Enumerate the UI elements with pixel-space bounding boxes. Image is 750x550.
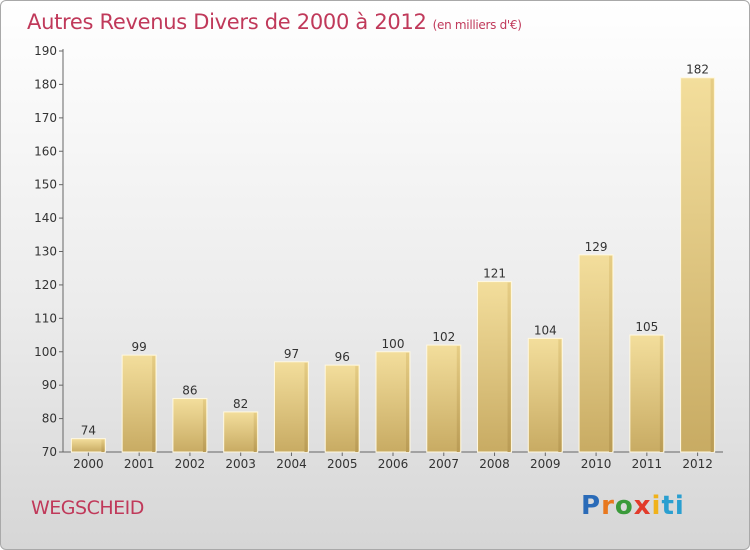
x-tick-label: 2008 — [479, 457, 510, 471]
logo-letter: r — [601, 491, 615, 521]
data-label: 102 — [432, 330, 455, 344]
bar-2007 — [426, 344, 462, 453]
bar-2012 — [680, 77, 716, 453]
proxiti-logo: Proxiti — [581, 491, 685, 521]
chart-axes: 70 80 90 100 110 120 130 140 150 160 170 180 190 2000… — [34, 44, 723, 471]
y-tick-label: 80 — [42, 412, 57, 426]
x-tick-label: 2004 — [276, 457, 307, 471]
bar-shade — [710, 78, 714, 452]
bar-shade — [152, 356, 156, 452]
x-tick-label: 2007 — [428, 457, 459, 471]
bar-shade — [101, 439, 105, 452]
y-tick-label: 170 — [34, 111, 57, 125]
x-tick-label: 2006 — [378, 457, 409, 471]
data-label: 74 — [81, 424, 96, 438]
data-label: 129 — [585, 240, 608, 254]
bar-2005 — [324, 364, 360, 453]
logo-letter: o — [614, 491, 634, 521]
logo-letter: P — [581, 491, 602, 521]
bar-shade — [609, 255, 613, 452]
bar-2011 — [629, 334, 665, 453]
x-tick-label: 2001 — [124, 457, 155, 471]
bar-2008 — [477, 281, 513, 453]
chart-bars — [70, 77, 716, 453]
bar-shade — [406, 352, 409, 452]
x-tick-label: 2003 — [225, 457, 256, 471]
logo-letter: x — [633, 491, 652, 521]
y-tick-label: 150 — [34, 178, 57, 192]
chart-subtitle: (en milliers d'€) — [432, 18, 522, 32]
bar-2000 — [70, 438, 106, 453]
x-tick-label: 2005 — [327, 457, 358, 471]
bar-shade — [659, 336, 663, 452]
chart-data-labels: 74 99 86 82 97 96 100 102 121 104 129 105 182 — [81, 63, 709, 438]
data-label: 100 — [382, 337, 405, 351]
data-label: 105 — [635, 320, 658, 334]
data-label: 182 — [686, 63, 709, 77]
x-tick-label: 2000 — [73, 457, 104, 471]
x-tick-label: 2009 — [530, 457, 561, 471]
y-tick-label: 70 — [42, 445, 57, 459]
bar-shade — [507, 282, 511, 452]
y-tick-label: 110 — [34, 311, 57, 325]
data-label: 99 — [132, 340, 147, 354]
logo-letter: i — [651, 491, 662, 521]
bar-2010 — [578, 254, 614, 453]
bar-shade — [304, 362, 308, 452]
place-name: WEGSCHEID — [31, 497, 144, 519]
y-tick-label: 130 — [34, 245, 57, 259]
bar-shade — [355, 366, 359, 452]
data-label: 104 — [534, 323, 557, 337]
y-tick-label: 100 — [34, 345, 57, 359]
bar-shade — [558, 339, 562, 452]
bar-shade — [202, 399, 206, 452]
bar-2006 — [375, 351, 411, 453]
chart-title-text: Autres Revenus Divers de 2000 à 2012 — [27, 10, 427, 34]
bar-2003 — [223, 411, 259, 453]
bar-2002 — [172, 398, 208, 453]
y-tick-label: 190 — [34, 44, 57, 58]
bar-shade — [253, 412, 257, 452]
x-tick-label: 2011 — [632, 457, 663, 471]
data-label: 86 — [182, 384, 197, 398]
bar-2001 — [121, 354, 157, 453]
y-tick-label: 90 — [42, 378, 57, 392]
x-tick-label: 2012 — [682, 457, 713, 471]
y-tick-label: 120 — [34, 278, 57, 292]
data-label: 121 — [483, 267, 506, 281]
data-label: 96 — [335, 350, 350, 364]
bar-shade — [456, 346, 460, 452]
y-tick-label: 140 — [34, 211, 57, 225]
bar-2004 — [273, 361, 309, 453]
logo-letter: ti — [661, 491, 685, 521]
x-tick-label: 2010 — [581, 457, 612, 471]
x-tick-label: 2002 — [175, 457, 206, 471]
y-tick-label: 180 — [34, 77, 57, 91]
y-tick-label: 160 — [34, 144, 57, 158]
chart-title: Autres Revenus Divers de 2000 à 2012 (en … — [27, 10, 522, 34]
bar-2009 — [527, 337, 563, 453]
data-label: 82 — [233, 397, 248, 411]
data-label: 97 — [284, 347, 299, 361]
